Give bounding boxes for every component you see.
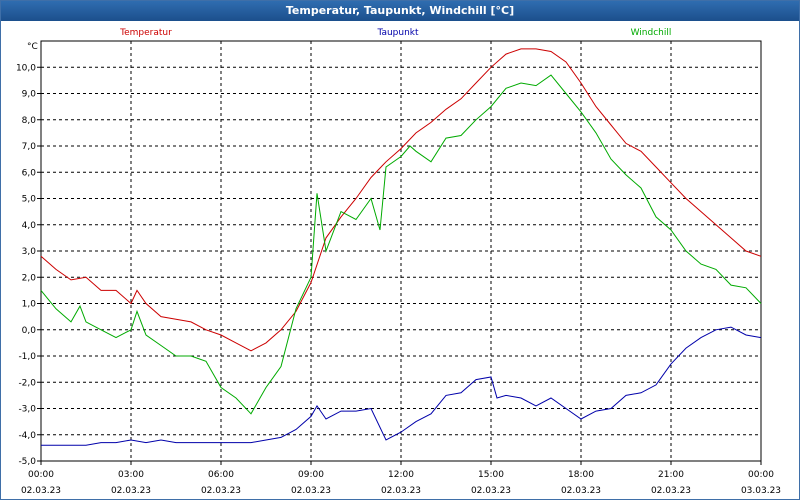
legend-entry: Windchill: [631, 28, 672, 38]
x-tick-time-label: 15:00: [478, 470, 504, 480]
x-tick-date-label: 02.03.23: [651, 486, 691, 496]
y-tick-label: 5,0: [22, 195, 37, 205]
x-tick-date-label: 03.03.23: [741, 486, 781, 496]
x-tick-time-label: 03:00: [118, 470, 144, 480]
y-tick-label: 6,0: [22, 168, 37, 178]
y-tick-label: -5,0: [18, 457, 36, 467]
x-tick-time-label: 18:00: [568, 470, 594, 480]
window-title: Temperatur, Taupunkt, Windchill [°C]: [1, 1, 799, 21]
x-tick-date-label: 02.03.23: [381, 486, 421, 496]
x-tick-date-label: 02.03.23: [21, 486, 61, 496]
x-tick-date-label: 02.03.23: [201, 486, 241, 496]
x-tick-time-label: 06:00: [208, 470, 234, 480]
legend-entry: Temperatur: [119, 28, 172, 38]
x-tick-time-label: 00:00: [748, 470, 774, 480]
y-tick-label: -4,0: [18, 431, 36, 441]
y-tick-label: 10,0: [16, 63, 36, 73]
legend-entry: Taupunkt: [376, 28, 419, 38]
x-tick-date-label: 02.03.23: [561, 486, 601, 496]
y-tick-label: 0,0: [22, 326, 37, 336]
y-tick-label: 8,0: [22, 116, 37, 126]
x-tick-time-label: 00:00: [28, 470, 54, 480]
y-tick-label: 9,0: [22, 90, 37, 100]
y-tick-label: -3,0: [18, 405, 36, 415]
y-tick-label: 1,0: [22, 300, 37, 310]
y-tick-label: -1,0: [18, 352, 36, 362]
x-tick-time-label: 12:00: [388, 470, 414, 480]
y-tick-label: 3,0: [22, 247, 37, 257]
series-line: [40, 74, 762, 415]
x-tick-date-label: 02.03.23: [471, 486, 511, 496]
y-axis-label: °C: [27, 42, 38, 52]
x-tick-time-label: 09:00: [298, 470, 324, 480]
series-line: [41, 326, 762, 446]
series-line: [40, 48, 762, 352]
y-tick-label: 2,0: [22, 273, 37, 283]
y-tick-label: -2,0: [18, 378, 36, 388]
y-tick-label: 7,0: [22, 142, 37, 152]
x-tick-date-label: 02.03.23: [291, 486, 331, 496]
y-tick-label: 4,0: [22, 221, 37, 231]
x-tick-date-label: 02.03.23: [111, 486, 151, 496]
x-tick-time-label: 21:00: [658, 470, 684, 480]
